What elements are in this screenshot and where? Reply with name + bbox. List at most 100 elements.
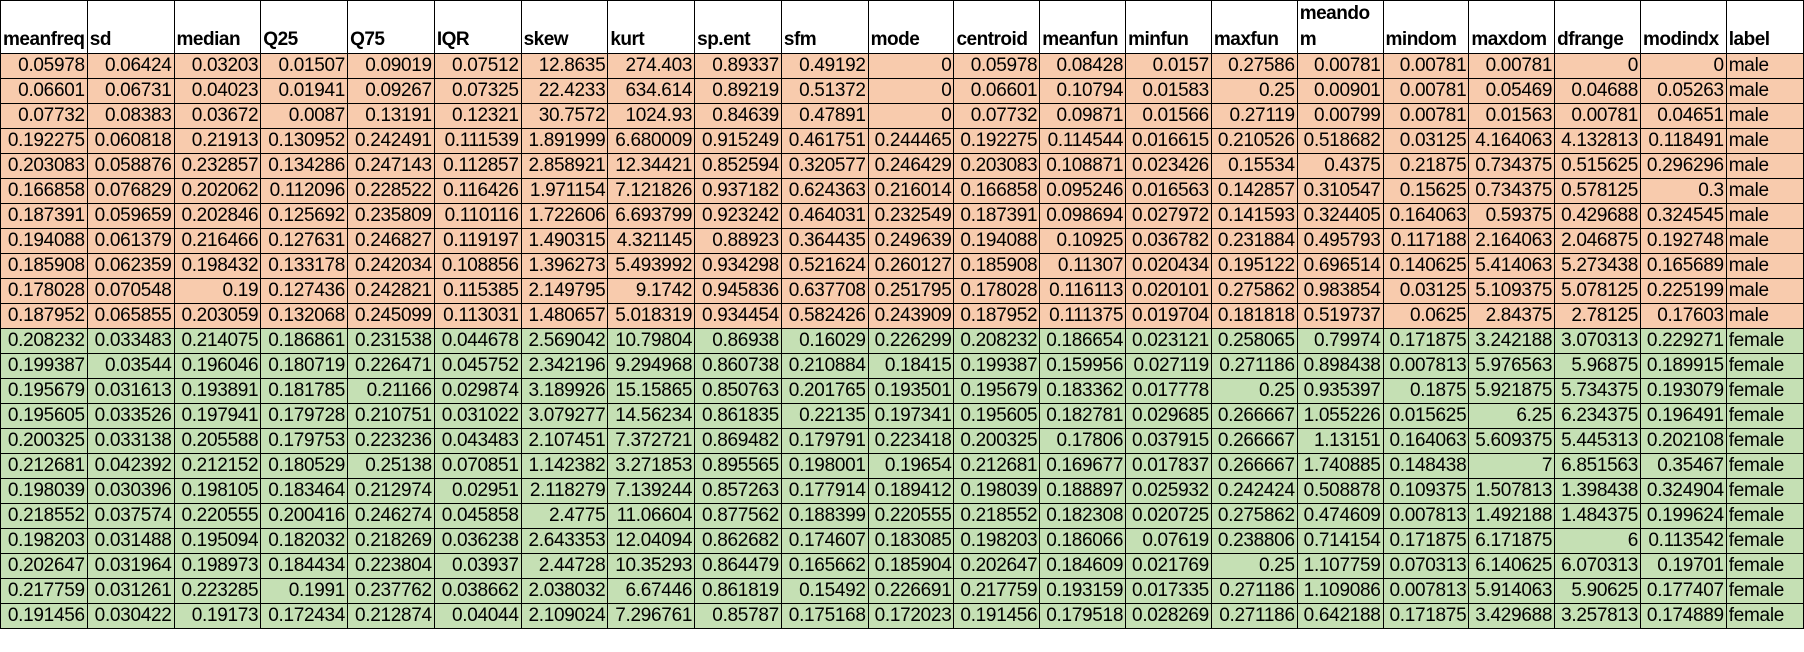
table-cell[interactable]: 0.193501	[867, 378, 955, 404]
table-cell[interactable]: 0.172434	[260, 603, 349, 629]
table-cell[interactable]: 0.01507	[260, 53, 349, 79]
label-cell[interactable]: male	[1725, 278, 1804, 304]
table-cell[interactable]: 14.56234	[607, 403, 696, 429]
table-cell[interactable]: 0.192275	[0, 128, 88, 154]
table-cell[interactable]: 7.372721	[607, 428, 696, 454]
table-cell[interactable]: 0.108856	[433, 253, 522, 279]
table-cell[interactable]: 0.235809	[347, 203, 435, 229]
table-cell[interactable]: 1.891999	[520, 128, 609, 154]
table-cell[interactable]: 0.132068	[260, 303, 349, 329]
table-cell[interactable]: 0.007813	[1382, 578, 1470, 604]
label-cell[interactable]: female	[1725, 603, 1804, 629]
table-cell[interactable]: 0.199387	[953, 353, 1041, 379]
table-cell[interactable]: 0.119197	[433, 228, 522, 254]
table-cell[interactable]: 1.055226	[1296, 403, 1384, 429]
table-cell[interactable]: 0.199387	[0, 353, 88, 379]
table-cell[interactable]: 0.03544	[86, 353, 175, 379]
table-cell[interactable]: 0.198039	[0, 478, 88, 504]
table-cell[interactable]: 0.023121	[1125, 328, 1212, 354]
table-cell[interactable]: 0.007813	[1382, 353, 1470, 379]
table-cell[interactable]: 2.44728	[520, 553, 609, 579]
table-cell[interactable]: 1.396273	[520, 253, 609, 279]
table-cell[interactable]: 0.869482	[694, 428, 782, 454]
table-cell[interactable]: 0.10925	[1039, 228, 1127, 254]
header-cell-modindx[interactable]: modindx	[1639, 0, 1727, 54]
table-cell[interactable]: 0.164063	[1382, 428, 1470, 454]
table-cell[interactable]: 0.464031	[780, 203, 869, 229]
table-cell[interactable]: 7.139244	[607, 478, 696, 504]
table-cell[interactable]: 2.643353	[520, 528, 609, 554]
table-cell[interactable]: 0	[867, 53, 955, 79]
table-cell[interactable]: 0.109375	[1382, 478, 1470, 504]
table-cell[interactable]: 0.06731	[86, 78, 175, 104]
table-cell[interactable]: 0.246827	[347, 228, 435, 254]
table-cell[interactable]: 0.714154	[1296, 528, 1384, 554]
table-cell[interactable]: 0.04044	[433, 603, 522, 629]
table-cell[interactable]: 0.934454	[694, 303, 782, 329]
table-cell[interactable]: 6.140625	[1468, 553, 1556, 579]
table-cell[interactable]: 0.108871	[1039, 153, 1127, 179]
table-cell[interactable]: 0.260127	[867, 253, 955, 279]
table-cell[interactable]: 0.192275	[953, 128, 1041, 154]
table-cell[interactable]: 0.03125	[1382, 128, 1470, 154]
table-cell[interactable]: 0.0157	[1125, 53, 1212, 79]
label-cell[interactable]: male	[1725, 153, 1804, 179]
table-cell[interactable]: 0.04651	[1639, 103, 1727, 129]
table-cell[interactable]: 7	[1468, 453, 1556, 479]
table-cell[interactable]: 0.202108	[1639, 428, 1727, 454]
table-cell[interactable]: 0.637708	[780, 278, 869, 304]
table-cell[interactable]: 0.223418	[867, 428, 955, 454]
table-cell[interactable]: 0.249639	[867, 228, 955, 254]
table-cell[interactable]: 0.578125	[1554, 178, 1641, 204]
table-cell[interactable]: 0.898438	[1296, 353, 1384, 379]
table-cell[interactable]: 0.05978	[0, 53, 88, 79]
header-cell-sp-ent[interactable]: sp.ent	[694, 0, 782, 54]
table-cell[interactable]: 0.624363	[780, 178, 869, 204]
table-cell[interactable]: 0.86938	[694, 328, 782, 354]
table-cell[interactable]: 0	[867, 78, 955, 104]
table-cell[interactable]: 5.90625	[1554, 578, 1641, 604]
table-cell[interactable]: 0.242491	[347, 128, 435, 154]
table-cell[interactable]: 0.188399	[780, 503, 869, 529]
table-cell[interactable]: 0.125692	[260, 203, 349, 229]
table-cell[interactable]: 12.04094	[607, 528, 696, 554]
table-cell[interactable]: 6.171875	[1468, 528, 1556, 554]
table-cell[interactable]: 0.036238	[433, 528, 522, 554]
label-cell[interactable]: male	[1725, 128, 1804, 154]
header-cell-q75[interactable]: Q75	[347, 0, 435, 54]
table-cell[interactable]: 0.47891	[780, 103, 869, 129]
table-cell[interactable]: 0.110116	[433, 203, 522, 229]
table-cell[interactable]: 0.033526	[86, 403, 175, 429]
table-cell[interactable]: 0.05469	[1468, 78, 1556, 104]
table-cell[interactable]: 0	[1639, 53, 1727, 79]
table-cell[interactable]: 0.197341	[867, 403, 955, 429]
table-cell[interactable]: 0.266667	[1210, 428, 1298, 454]
table-cell[interactable]: 0.324904	[1639, 478, 1727, 504]
header-cell-meandom[interactable]: meandom	[1296, 0, 1384, 54]
table-cell[interactable]: 0.045858	[433, 503, 522, 529]
table-cell[interactable]: 0.070313	[1382, 553, 1470, 579]
table-cell[interactable]: 0.184609	[1039, 553, 1127, 579]
table-cell[interactable]: 0.113542	[1639, 528, 1727, 554]
table-cell[interactable]: 0.696514	[1296, 253, 1384, 279]
table-cell[interactable]: 0.187391	[953, 203, 1041, 229]
table-cell[interactable]: 0.200325	[953, 428, 1041, 454]
table-cell[interactable]: 0.194088	[953, 228, 1041, 254]
table-cell[interactable]: 0.21166	[347, 378, 435, 404]
label-cell[interactable]: female	[1725, 428, 1804, 454]
table-cell[interactable]: 0.205588	[173, 428, 262, 454]
table-cell[interactable]: 0.515625	[1554, 153, 1641, 179]
table-cell[interactable]: 0.027972	[1125, 203, 1212, 229]
table-cell[interactable]: 0.10794	[1039, 78, 1127, 104]
table-cell[interactable]: 0.200416	[260, 503, 349, 529]
label-cell[interactable]: female	[1725, 453, 1804, 479]
table-cell[interactable]: 5.493992	[607, 253, 696, 279]
table-cell[interactable]: 0.242424	[1210, 478, 1298, 504]
table-cell[interactable]: 0.212152	[173, 453, 262, 479]
table-cell[interactable]: 0.15492	[780, 578, 869, 604]
table-cell[interactable]: 0.07325	[433, 78, 522, 104]
table-cell[interactable]: 0.116426	[433, 178, 522, 204]
table-cell[interactable]: 0.070548	[86, 278, 175, 304]
table-cell[interactable]: 0.226471	[347, 353, 435, 379]
table-cell[interactable]: 0.223236	[347, 428, 435, 454]
